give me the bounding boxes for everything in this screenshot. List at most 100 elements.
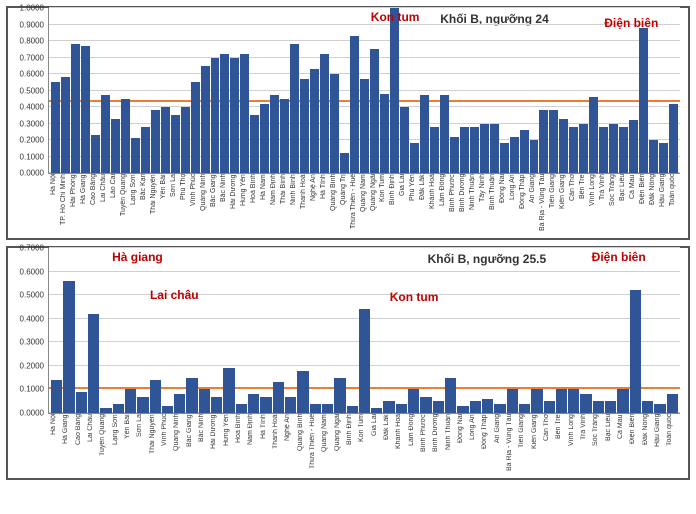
ytick: 0.7000 <box>8 244 44 253</box>
bar <box>150 380 161 413</box>
annotation-label: Kon tum <box>390 290 439 304</box>
bar <box>500 143 509 173</box>
bar <box>390 8 399 173</box>
bar <box>350 36 359 173</box>
xlabel: Bến Tre <box>555 414 566 478</box>
xlabel: Thái Nguyên <box>150 174 159 238</box>
bar <box>579 124 588 174</box>
ytick: 0.0000 <box>8 169 44 178</box>
xlabel: Kon Tum <box>358 414 369 478</box>
xlabel: Kiên Giang <box>531 414 542 478</box>
xlabel: Vĩnh Long <box>568 414 579 478</box>
bar <box>400 107 409 173</box>
bar <box>617 389 628 413</box>
bar <box>510 137 519 173</box>
bar <box>630 290 641 413</box>
bar <box>383 401 394 413</box>
bar <box>519 404 530 413</box>
xlabel: Phú Thọ <box>180 174 189 238</box>
bar <box>494 404 505 413</box>
bars-container <box>49 8 680 173</box>
bar <box>273 382 284 413</box>
bar <box>396 404 407 413</box>
bar <box>460 127 469 173</box>
xlabel: Hoà Bình <box>235 414 246 478</box>
bar <box>137 397 148 414</box>
xlabel: Đồng Nai <box>457 414 468 478</box>
xlabel: Bạc Liêu <box>619 174 628 238</box>
xlabel: Bắc Kạn <box>140 174 149 238</box>
xlabel: Bình Định <box>389 174 398 238</box>
bar <box>220 54 229 173</box>
bar <box>260 397 271 414</box>
bar <box>181 107 190 173</box>
annotation-label: Lai châu <box>150 288 199 302</box>
xlabel: Cao Bằng <box>90 174 99 238</box>
xlabel: Cao Bằng <box>75 414 86 478</box>
xlabel: An Giang <box>494 414 505 478</box>
bar <box>199 389 210 413</box>
bar <box>507 389 518 413</box>
bar <box>297 371 308 413</box>
ytick: 1.0000 <box>8 4 44 13</box>
xlabel: Nghệ An <box>284 414 295 478</box>
bar <box>191 82 200 173</box>
bar <box>81 46 90 173</box>
xlabel: Khánh Hoà <box>395 414 406 478</box>
bar <box>121 99 130 173</box>
bar <box>556 389 567 413</box>
bar <box>530 140 539 173</box>
ytick: 0.8000 <box>8 37 44 46</box>
bar <box>285 397 296 414</box>
bar <box>370 49 379 173</box>
xlabel: Tuyên Quang <box>99 414 110 478</box>
chart-area-2: 0.00000.10000.20000.30000.40000.50000.60… <box>8 248 688 414</box>
bar <box>470 127 479 173</box>
bar <box>649 140 658 173</box>
xlabel: Quảng Bình <box>330 174 339 238</box>
ytick: 0.2000 <box>8 361 44 370</box>
xlabel: Vĩnh Phúc <box>161 414 172 478</box>
xlabel: Hưng Yên <box>240 174 249 238</box>
bar <box>430 127 439 173</box>
bar <box>408 389 419 413</box>
bar <box>51 380 62 413</box>
bar <box>457 406 468 413</box>
annotation-label: Điện biên <box>592 250 646 264</box>
bar <box>639 28 648 173</box>
bar <box>186 378 197 413</box>
xlabel: Yên Bái <box>160 174 169 238</box>
bar <box>131 138 140 173</box>
xlabel: Tiền Giang <box>518 414 529 478</box>
yaxis-1: 0.00000.10000.20000.30000.40000.50000.60… <box>8 8 48 173</box>
bar <box>250 115 259 173</box>
bar <box>322 404 333 413</box>
bar <box>629 120 638 173</box>
bar <box>270 95 279 173</box>
xlabel: Ninh Thuận <box>469 174 478 238</box>
bar <box>580 394 591 413</box>
ytick: 0.7000 <box>8 53 44 62</box>
xlabel: Kon Tum <box>379 174 388 238</box>
annotation-label: Hà giang <box>112 250 163 264</box>
xlabel: Thái Nguyên <box>149 414 160 478</box>
bar <box>91 135 100 173</box>
xlabel: Lạng Sơn <box>130 174 139 238</box>
bar <box>201 66 210 173</box>
bar <box>230 58 239 174</box>
xlabel: Hà Giang <box>62 414 73 478</box>
xlabel: Quảng Bình <box>297 414 308 478</box>
annotation-label: Kon tum <box>371 10 420 24</box>
xlabel: Bắc Giang <box>186 414 197 478</box>
bar <box>100 408 111 413</box>
xlabel: Trà Vinh <box>580 414 591 478</box>
bar <box>371 408 382 413</box>
xlabel: Hưng Yên <box>223 414 234 478</box>
xlabel: Tuyên Quang <box>120 174 129 238</box>
xlabel: Bình Dương <box>459 174 468 238</box>
bar <box>599 127 608 173</box>
chart-panel-1: 0.00000.10000.20000.30000.40000.50000.60… <box>6 6 690 240</box>
xlabel: Hà Giang <box>80 174 89 238</box>
bar <box>310 404 321 413</box>
bar <box>440 95 449 173</box>
